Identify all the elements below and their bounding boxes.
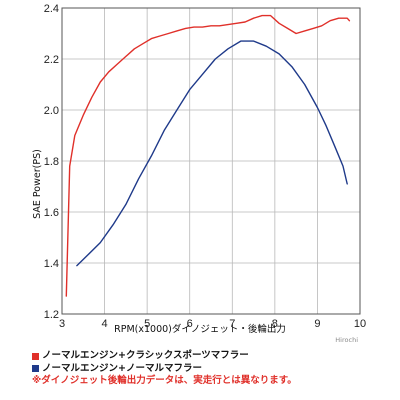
- x-tick-label-6: 6: [187, 318, 193, 330]
- legend-label-red: ノーマルエンジン+クラシックスポーツマフラー: [42, 350, 249, 361]
- grid-lines: [62, 8, 360, 314]
- plot-frame: [61, 7, 361, 315]
- x-tick-label-8: 8: [272, 318, 278, 330]
- power-curve-chart: 3 4 5 6 7 8 9 10 1.2 1.4 1.6 1.8 2.0 2.2 2.4 SAE Power…: [32, 3, 366, 344]
- legend-swatch-blue: [32, 365, 39, 373]
- y-tick-label-2_0: 2.0: [44, 105, 59, 117]
- y-tick-label-1_6: 1.6: [44, 207, 59, 219]
- y-tick-label-2_4: 2.4: [44, 3, 59, 15]
- y-tick-label-1_4: 1.4: [44, 258, 59, 270]
- x-tick-label-10: 10: [354, 318, 366, 330]
- y-axis-title: SAE Power(PS): [32, 149, 43, 219]
- x-tick-label-5: 5: [144, 318, 150, 330]
- series-line-red: [65, 14, 351, 297]
- x-axis-title: RPM(x1000)ダイノジェット・後輪出力: [114, 323, 286, 335]
- watermark-text: Hirochi: [335, 336, 358, 344]
- legend-item-blue: ノーマルエンジン+ノーマルマフラー: [32, 363, 392, 376]
- legend: ノーマルエンジン+クラシックスポーツマフラー ノーマルエンジン+ノーマルマフラー…: [32, 350, 392, 388]
- tick-labels: 3 4 5 6 7 8 9 10 1.2 1.4 1.6 1.8 2.0 2.2 2.4: [44, 3, 366, 330]
- y-tick-label-1_2: 1.2: [44, 309, 59, 321]
- y-tick-label-2_2: 2.2: [44, 54, 59, 66]
- legend-note: ※ダイノジェット後輪出力データは、実走行とは異なります。: [32, 375, 297, 386]
- y-tick-label-1_8: 1.8: [44, 156, 59, 168]
- legend-label-blue: ノーマルエンジン+ノーマルマフラー: [42, 362, 202, 374]
- x-tick-label-3: 3: [59, 318, 65, 330]
- data-series: [65, 14, 351, 297]
- legend-swatch-red: [32, 352, 39, 360]
- x-tick-label-7: 7: [229, 318, 235, 330]
- x-tick-label-9: 9: [314, 318, 320, 330]
- series-line-blue: [76, 40, 348, 267]
- x-tick-label-4: 4: [102, 318, 108, 330]
- legend-item-red: ノーマルエンジン+クラシックスポーツマフラー: [32, 350, 392, 363]
